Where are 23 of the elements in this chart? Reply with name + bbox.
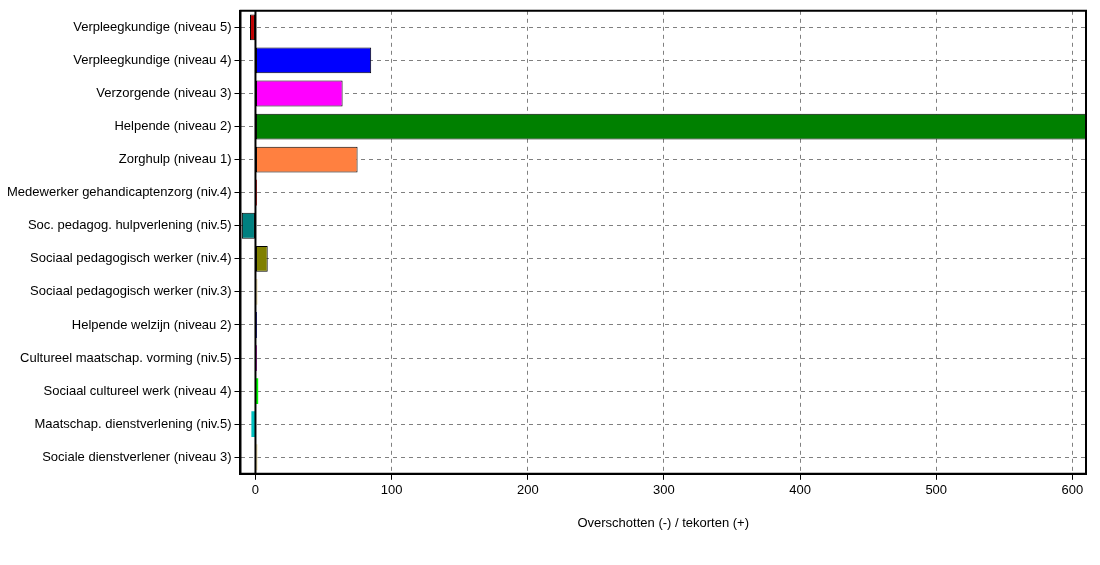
y-tick-label: Maatschap. dienstverlening (niv.5) [34, 415, 232, 431]
y-tick-label: Helpende welzijn (niveau 2) [71, 316, 232, 332]
y-tick-label: Soc. pedagog. hulpverlening (niv.5) [27, 217, 232, 233]
x-tick-label: 0 [251, 482, 260, 498]
x-tick-label: 200 [516, 482, 539, 498]
y-tick-label: Verpleegkundige (niveau 4) [73, 51, 232, 67]
x-tick-label: 100 [380, 482, 403, 498]
y-tick-label: Sociaal pedagogisch werker (niv.3) [30, 283, 232, 299]
x-tick-label: 400 [789, 482, 811, 498]
x-tick-label: 500 [925, 482, 948, 498]
y-tick-label: Sociaal cultureel werk (niveau 4) [43, 382, 232, 398]
bar [255, 378, 259, 405]
y-tick-label: Verzorgende (niveau 3) [96, 85, 232, 101]
y-tick-label: Verpleegkundige (niveau 5) [73, 18, 232, 34]
y-tick-label: Helpende (niveau 2) [114, 118, 232, 134]
y-tick-label: Sociaal pedagogisch werker (niv.4) [30, 250, 232, 266]
x-tick-label: 600 [1061, 482, 1084, 498]
x-axis-title: Overschotten (-) / tekorten (+) [577, 514, 750, 530]
y-tick-label: Sociale dienstverlener (niveau 3) [42, 448, 232, 464]
x-tick-label: 300 [653, 482, 675, 498]
y-tick-label: Zorghulp (niveau 1) [118, 151, 232, 167]
y-tick-label: Cultureel maatschap. vorming (niv.5) [20, 349, 232, 365]
y-tick-label: Medewerker gehandicaptenzorg (niv.4) [6, 184, 232, 200]
